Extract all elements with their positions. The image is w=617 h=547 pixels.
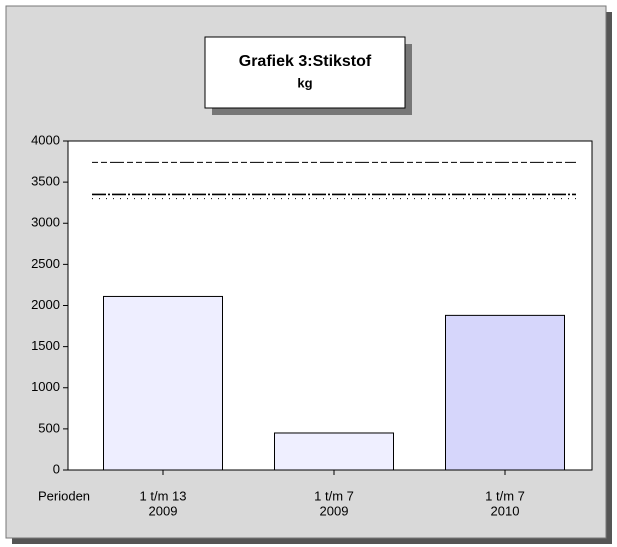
bar	[445, 314, 565, 471]
y-tick-label: 3000	[31, 215, 60, 230]
y-tick-label: 2500	[31, 256, 60, 271]
x-tick-label: 1 t/m 7	[314, 488, 354, 503]
y-tick-label: 3500	[31, 174, 60, 189]
y-tick-label: 500	[38, 420, 60, 435]
y-tick-label: 0	[53, 461, 60, 476]
x-axis-label: Perioden	[38, 488, 90, 503]
bar	[274, 432, 394, 471]
x-tick-label: 1 t/m 7	[485, 488, 525, 503]
chart-subtitle: kg	[297, 75, 312, 90]
y-tick-label: 1500	[31, 338, 60, 353]
title-box	[204, 36, 406, 109]
y-tick-label: 2000	[31, 297, 60, 312]
x-tick-label: 2009	[149, 503, 178, 518]
x-tick-label: 2010	[491, 503, 520, 518]
x-tick-label: 2009	[320, 503, 349, 518]
chart-title: Grafiek 3:Stikstof	[239, 53, 372, 70]
y-tick-label: 4000	[31, 132, 60, 147]
bar	[103, 295, 223, 471]
x-tick-label: 1 t/m 13	[140, 488, 187, 503]
y-tick-label: 1000	[31, 379, 60, 394]
